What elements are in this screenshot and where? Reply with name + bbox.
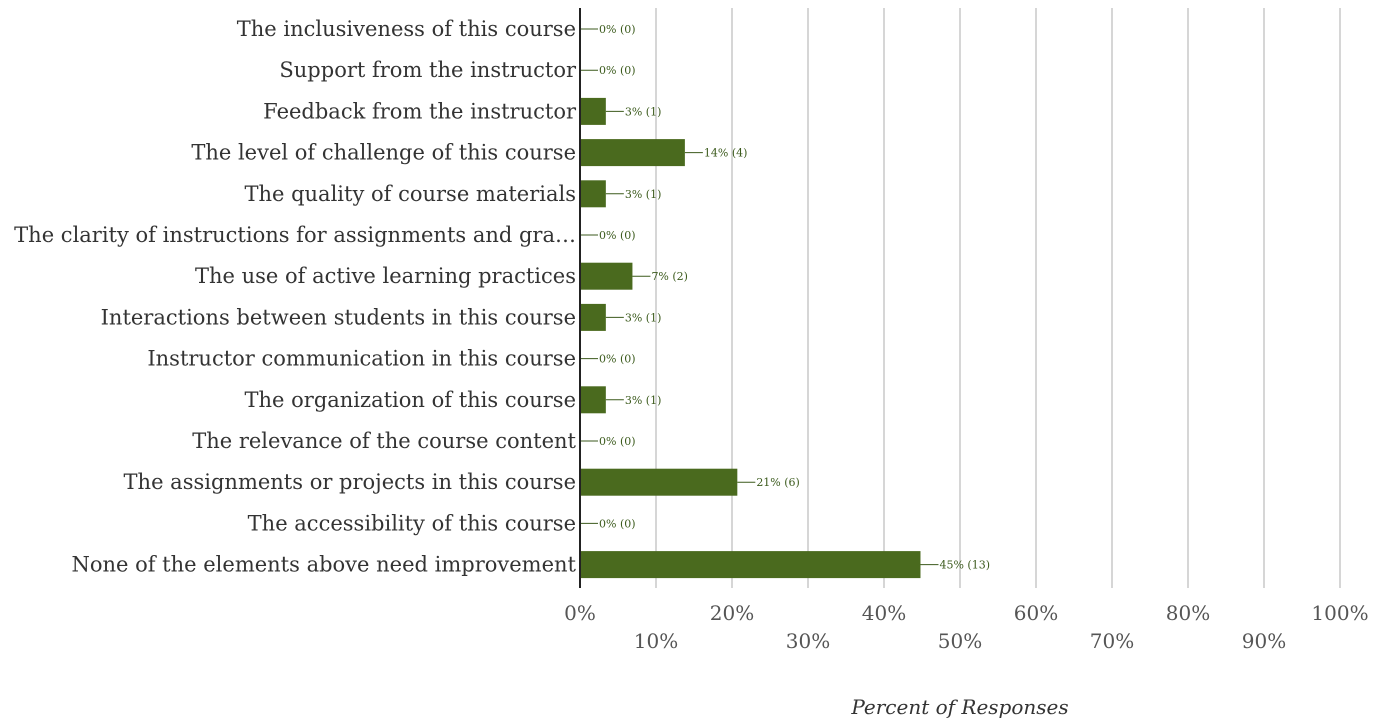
- category-label: The quality of course materials: [244, 182, 576, 206]
- data-label: 0% (0): [599, 353, 636, 366]
- x-tick-label: 50%: [938, 629, 982, 653]
- data-label: 7% (2): [651, 270, 688, 283]
- x-tick-label: 20%: [710, 601, 754, 625]
- x-tick-label: 100%: [1311, 601, 1368, 625]
- category-label: Feedback from the instructor: [263, 99, 577, 123]
- x-tick-label: 0%: [564, 601, 596, 625]
- x-tick-label: 30%: [786, 629, 830, 653]
- grid-lines: [655, 8, 1341, 588]
- x-tick-label: 10%: [634, 629, 678, 653]
- category-labels: The inclusiveness of this course Support …: [14, 17, 577, 577]
- x-tick-label: 60%: [1014, 601, 1058, 625]
- bar: [580, 303, 606, 331]
- x-tick-label: 70%: [1090, 629, 1134, 653]
- bar: [580, 551, 921, 579]
- x-tick-label: 80%: [1166, 601, 1210, 625]
- data-label: 45% (13): [939, 559, 990, 572]
- category-label: The accessibility of this course: [248, 511, 576, 535]
- x-axis-title: Percent of Responses: [850, 695, 1068, 719]
- data-label: 0% (0): [599, 517, 636, 530]
- x-tick-label: 90%: [1242, 629, 1286, 653]
- data-label: 0% (0): [599, 23, 636, 36]
- bar: [580, 386, 606, 414]
- data-label: 14% (4): [704, 147, 748, 160]
- category-label: The level of challenge of this course: [191, 141, 576, 165]
- category-label: The use of active learning practices: [195, 264, 576, 288]
- data-label: 0% (0): [599, 64, 636, 77]
- data-label: 3% (1): [625, 188, 662, 201]
- data-label: 3% (1): [625, 394, 662, 407]
- category-label: Instructor communication in this course: [147, 347, 576, 371]
- category-label: Support from the instructor: [279, 58, 577, 82]
- bar: [580, 468, 738, 496]
- bar: [580, 139, 685, 167]
- data-labels: 0% (0) 0% (0) 3% (1) 14% (4) 3% (1) 0% (0) 7% …: [580, 23, 990, 572]
- category-label: The inclusiveness of this course: [237, 17, 576, 41]
- data-label: 3% (1): [625, 311, 662, 324]
- bar: [580, 180, 606, 208]
- bar: [580, 97, 606, 125]
- data-label: 0% (0): [599, 229, 636, 242]
- x-tick-label: 40%: [862, 601, 906, 625]
- x-axis-ticks: 0% 10% 20% 30% 40% 50% 60% 70% 80% 90% 100%: [564, 601, 1368, 653]
- category-label: None of the elements above need improvem…: [71, 553, 576, 577]
- bar: [580, 262, 633, 290]
- category-label: The relevance of the course content: [192, 429, 576, 453]
- bars: [580, 97, 921, 579]
- data-label: 0% (0): [599, 435, 636, 448]
- data-label: 3% (1): [625, 105, 662, 118]
- category-label: The clarity of instructions for assignme…: [14, 223, 576, 247]
- data-label: 21% (6): [756, 476, 800, 489]
- category-label: The assignments or projects in this cour…: [124, 470, 576, 494]
- category-label: The organization of this course: [245, 388, 577, 412]
- category-label: Interactions between students in this co…: [101, 305, 576, 329]
